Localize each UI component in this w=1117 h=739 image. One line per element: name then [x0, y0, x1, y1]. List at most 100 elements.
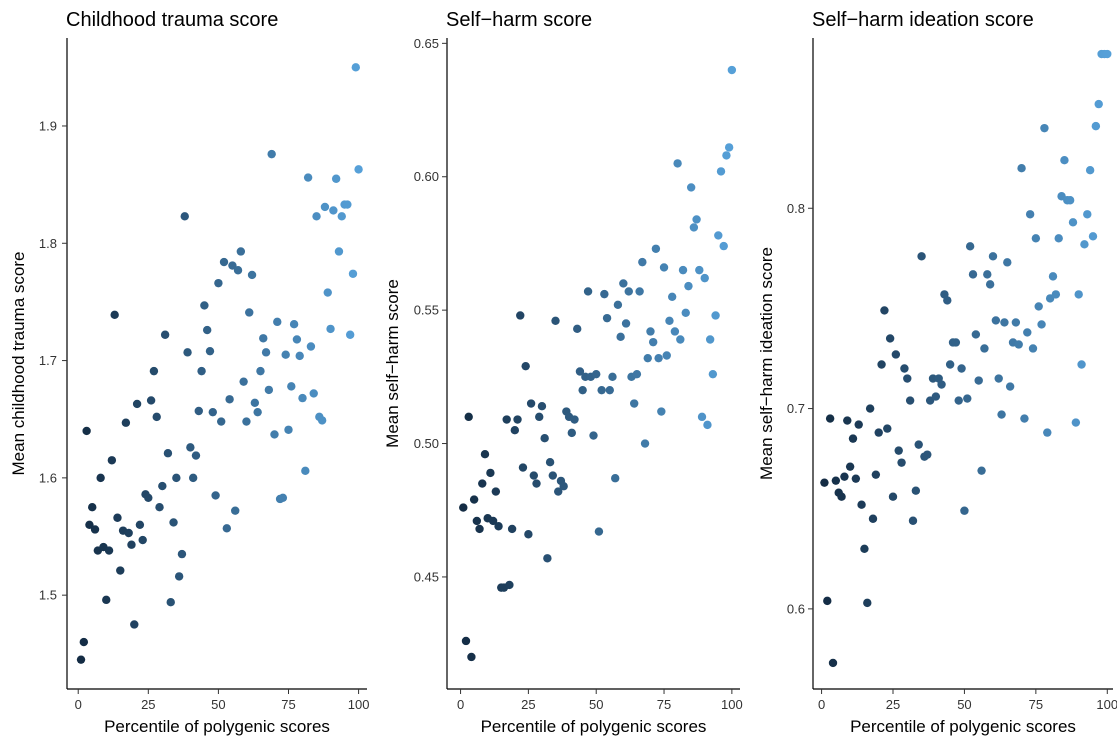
data-point — [298, 393, 307, 403]
data-point — [309, 389, 318, 398]
x-axis-label: Percentile of polygenic scores — [104, 717, 330, 736]
data-point — [194, 406, 203, 416]
data-point — [957, 364, 966, 373]
y-tick-label: 0.55 — [414, 303, 439, 318]
data-point — [472, 516, 482, 526]
data-point — [331, 174, 341, 183]
data-point — [905, 396, 915, 405]
data-point — [1034, 302, 1043, 311]
data-point — [611, 474, 620, 483]
data-point — [343, 200, 352, 209]
data-point — [169, 518, 178, 527]
y-tick-label: 0.8 — [787, 201, 805, 216]
y-tick-label: 0.6 — [787, 601, 805, 616]
data-point — [113, 513, 122, 522]
data-point — [354, 165, 363, 174]
data-point — [461, 636, 471, 646]
data-point — [885, 334, 895, 343]
data-point — [840, 472, 849, 481]
data-point — [219, 257, 229, 267]
data-point — [825, 414, 835, 423]
data-point — [716, 167, 726, 176]
y-axis-label: Mean self−harm ideation score — [757, 247, 776, 480]
data-point — [478, 479, 487, 488]
data-point — [1048, 272, 1058, 281]
data-point — [180, 212, 189, 221]
data-point — [594, 527, 604, 536]
data-point — [82, 426, 91, 436]
data-point — [621, 319, 631, 328]
data-point — [1091, 121, 1101, 131]
data-point — [676, 335, 685, 344]
data-point — [937, 380, 946, 389]
data-point — [130, 620, 139, 629]
data-point — [236, 247, 246, 256]
data-point — [217, 417, 226, 426]
y-axis-label: Mean self−harm score — [383, 279, 402, 448]
data-point — [233, 266, 243, 275]
data-point — [722, 151, 731, 160]
data-point — [597, 385, 606, 395]
y-tick-label: 0.50 — [414, 436, 439, 451]
x-tick-label: 75 — [281, 697, 295, 712]
data-point — [657, 407, 666, 416]
data-point — [183, 348, 192, 357]
x-tick-label: 0 — [818, 697, 825, 712]
data-point — [1068, 218, 1078, 227]
data-point — [945, 360, 955, 369]
data-point — [172, 473, 181, 483]
data-point — [214, 278, 223, 288]
data-point — [273, 317, 282, 327]
data-point — [464, 412, 473, 422]
data-point — [166, 598, 175, 607]
data-point — [951, 338, 961, 347]
y-tick-label: 1.9 — [39, 118, 57, 133]
data-point — [1080, 240, 1089, 249]
data-point — [883, 424, 892, 433]
data-point — [877, 360, 886, 369]
data-point — [1040, 123, 1049, 133]
data-point — [526, 399, 536, 408]
data-point — [843, 416, 852, 425]
data-point — [149, 366, 159, 376]
data-point — [578, 385, 587, 395]
data-point — [719, 241, 728, 251]
data-point — [963, 394, 972, 403]
data-point — [903, 374, 912, 383]
data-point — [570, 415, 579, 424]
data-point — [155, 502, 164, 512]
data-point — [211, 491, 220, 500]
panel-2: Self−harm score 0 25 50 75 100 0.45 0.50 0.55 0.6… — [383, 9, 743, 736]
data-point — [1054, 234, 1063, 243]
data-point — [703, 420, 712, 430]
data-point — [177, 549, 187, 559]
data-point — [865, 404, 875, 413]
data-point — [605, 385, 614, 395]
data-point — [985, 280, 995, 289]
data-point — [897, 458, 906, 467]
data-point — [705, 335, 715, 344]
data-point — [480, 450, 490, 459]
data-point — [1094, 99, 1103, 109]
data-point — [954, 396, 963, 405]
data-point — [837, 492, 846, 501]
data-point — [888, 492, 898, 501]
data-point — [851, 474, 861, 483]
data-point — [968, 270, 978, 279]
data-point — [613, 300, 623, 310]
data-point — [1103, 49, 1112, 59]
data-point — [874, 428, 883, 437]
data-point — [127, 540, 136, 549]
data-point — [1023, 328, 1032, 337]
data-point — [132, 399, 142, 409]
data-point — [689, 223, 699, 232]
data-point — [85, 520, 94, 529]
data-point — [107, 456, 117, 465]
data-point — [505, 580, 514, 590]
data-point — [714, 231, 723, 240]
y-tick-label: 1.5 — [39, 588, 57, 603]
data-point — [665, 316, 674, 326]
data-point — [923, 450, 932, 459]
data-point — [1014, 340, 1023, 349]
data-point — [202, 325, 212, 335]
